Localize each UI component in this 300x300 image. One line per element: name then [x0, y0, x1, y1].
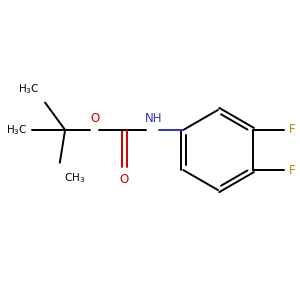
Text: F: F — [289, 164, 295, 177]
Text: O: O — [90, 112, 99, 125]
Text: NH: NH — [145, 112, 163, 125]
Text: O: O — [120, 173, 129, 186]
Text: H$_3$C: H$_3$C — [5, 123, 27, 137]
Text: F: F — [289, 123, 295, 136]
Text: CH$_3$: CH$_3$ — [64, 171, 85, 185]
Text: H$_3$C: H$_3$C — [18, 82, 40, 96]
